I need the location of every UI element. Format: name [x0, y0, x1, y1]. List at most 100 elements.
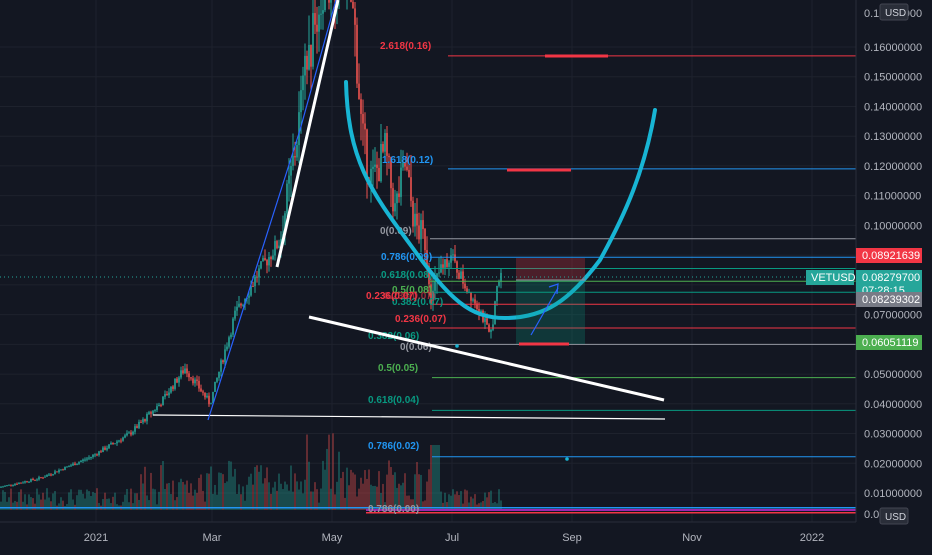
candle-body [138, 422, 140, 428]
volume-bar [22, 502, 24, 510]
candle-body [132, 432, 134, 435]
volume-bar [190, 483, 192, 510]
candle-body [88, 458, 90, 459]
currency-badge-top[interactable]: USD [880, 4, 908, 20]
candle-body [84, 460, 86, 461]
candle-body [114, 443, 116, 444]
candle-body [324, 0, 326, 10]
volume-bar [186, 481, 188, 510]
volume-bar [482, 501, 484, 510]
volume-bar [164, 489, 166, 510]
candle-body [86, 459, 88, 460]
volume-bar [286, 484, 288, 510]
volume-bar [468, 503, 470, 510]
currency-badge-bottom[interactable]: USD [880, 508, 908, 524]
candle-body [112, 443, 114, 444]
candle-body [248, 296, 250, 298]
volume-bar [422, 501, 424, 510]
candle-body [414, 214, 416, 227]
volume-bar [218, 472, 220, 510]
fib-label-overlap: 0.236(0.07) [384, 291, 435, 302]
fib-label-bottom: 0.786(0.00) [368, 504, 419, 515]
volume-bar [200, 474, 202, 510]
candle-body [422, 220, 424, 229]
volume-bar [228, 461, 230, 510]
volume-bar [230, 462, 232, 510]
candle-body [30, 479, 32, 482]
volume-bar [348, 485, 350, 510]
candle-body [362, 114, 364, 124]
volume-bar [204, 502, 206, 510]
volume-bar [324, 470, 326, 510]
candle-body [472, 299, 474, 300]
candle-body [190, 377, 192, 378]
candle-body [154, 410, 156, 411]
volume-bar [300, 481, 302, 510]
svg-text:USD: USD [885, 8, 906, 19]
candle-body [34, 480, 36, 481]
candle-body [286, 184, 288, 214]
candle-body [146, 414, 148, 421]
volume-bar [14, 501, 16, 510]
volume-bar [316, 489, 318, 510]
volume-bar [36, 489, 38, 510]
volume-bar [166, 484, 168, 510]
candle-body [254, 277, 256, 286]
candle-body [276, 241, 278, 248]
candle-body [484, 318, 486, 322]
fib-label: 0.236(0.07) [395, 314, 446, 325]
volume-bar [152, 489, 154, 510]
fib-label: 0.5(0.05) [378, 363, 418, 374]
volume-bar [320, 489, 322, 510]
volume-bar [58, 503, 60, 510]
volume-bar [142, 483, 144, 510]
candle-body [14, 484, 16, 485]
volume-bar [70, 489, 72, 510]
volume-bar [222, 474, 224, 510]
volume-bar [232, 477, 234, 510]
price-tick-label: 0.11000000 [864, 191, 921, 203]
time-axis[interactable] [0, 522, 932, 550]
candle-body [298, 112, 300, 145]
price-tag-support: 0.06051119 [856, 335, 922, 350]
candle-body [322, 10, 324, 14]
volume-bar [144, 467, 146, 510]
volume-bar [224, 483, 226, 510]
candle-body [258, 268, 260, 277]
volume-bar [10, 489, 12, 510]
candle-body [304, 56, 306, 76]
price-tick-label: 0.07000000 [864, 310, 922, 322]
volume-bar [110, 503, 112, 510]
candle-body [266, 260, 268, 265]
volume-bar [332, 433, 334, 510]
candle-body [128, 433, 130, 434]
volume-bar [98, 503, 100, 510]
candle-body [116, 441, 118, 443]
volume-bar [266, 467, 268, 510]
candle-body [182, 370, 184, 373]
volume-bar [150, 473, 152, 510]
candle-body [490, 330, 492, 332]
volume-bar [438, 445, 440, 510]
candle-body [316, 25, 318, 32]
candle-body [168, 393, 170, 396]
candle-body [80, 461, 82, 462]
volume-bar [238, 484, 240, 510]
volume-bar [494, 502, 496, 510]
candle-body [354, 8, 356, 24]
volume-bar [252, 485, 254, 510]
volume-bar [452, 489, 454, 510]
volume-bar [346, 468, 348, 510]
volume-bar [330, 489, 332, 510]
price-tick-label: 0.14000000 [864, 101, 922, 113]
candle-body [8, 485, 10, 486]
candle-body [260, 261, 262, 268]
volume-bar [160, 465, 162, 510]
candle-body [36, 479, 38, 480]
volume-bar [242, 486, 244, 510]
candle-body [206, 396, 208, 397]
volume-bar [432, 445, 434, 510]
volume-bar [424, 500, 426, 510]
